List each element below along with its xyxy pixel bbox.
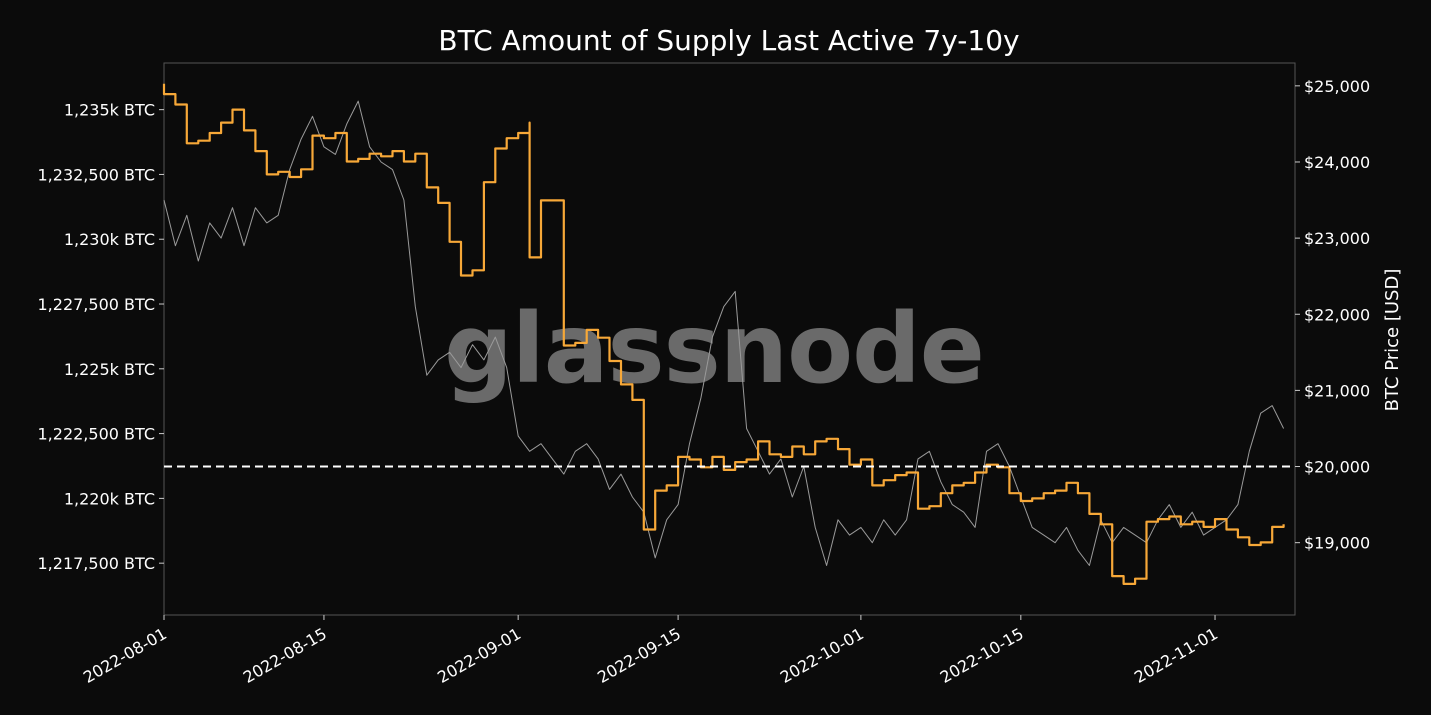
x-tick-label: 2022-09-15 xyxy=(594,624,684,687)
right-tick-label: $25,000 xyxy=(1304,77,1370,96)
price-series-line xyxy=(163,100,1285,566)
series-layer xyxy=(162,83,1285,585)
x-tick-label: 2022-09-01 xyxy=(434,624,524,687)
x-tick-label: 2022-10-15 xyxy=(937,624,1027,687)
right-y-axis: $19,000 $20,000 $21,000 $22,000 $23,000 $24,0… xyxy=(1295,77,1370,553)
right-tick-label: $22,000 xyxy=(1304,305,1370,324)
plot-frame xyxy=(163,62,1296,616)
right-axis-title: BTC Price [USD] xyxy=(1382,269,1403,412)
supply-series-line xyxy=(162,83,1285,585)
left-y-axis: 1,217,500 BTC 1,220k BTC 1,222,500 BTC 1,22… xyxy=(38,101,164,573)
x-tick-label: 2022-10-01 xyxy=(777,624,867,687)
right-tick-label: $23,000 xyxy=(1304,229,1370,248)
right-tick-label: $24,000 xyxy=(1304,153,1370,172)
right-tick-label: $21,000 xyxy=(1304,381,1370,400)
left-tick-label: 1,227,500 BTC xyxy=(38,295,156,314)
x-tick-label: 2022-11-01 xyxy=(1131,624,1221,687)
right-tick-label: $19,000 xyxy=(1304,534,1370,553)
left-tick-label: 1,225k BTC xyxy=(64,360,155,379)
left-tick-label: 1,235k BTC xyxy=(64,101,155,120)
x-tick-label: 2022-08-01 xyxy=(80,624,170,687)
left-tick-label: 1,222,500 BTC xyxy=(38,425,156,444)
left-tick-label: 1,220k BTC xyxy=(64,489,155,508)
left-tick-label: 1,232,500 BTC xyxy=(38,165,156,184)
watermark-logo: glassnode xyxy=(444,293,984,405)
x-axis: 2022-08-01 2022-08-15 2022-09-01 2022-09-15… xyxy=(80,615,1221,687)
chart-title: BTC Amount of Supply Last Active 7y-10y xyxy=(438,24,1019,57)
x-tick-label: 2022-08-15 xyxy=(240,624,330,687)
left-tick-label: 1,217,500 BTC xyxy=(38,554,156,573)
left-tick-label: 1,230k BTC xyxy=(64,230,155,249)
right-tick-label: $20,000 xyxy=(1304,458,1370,477)
